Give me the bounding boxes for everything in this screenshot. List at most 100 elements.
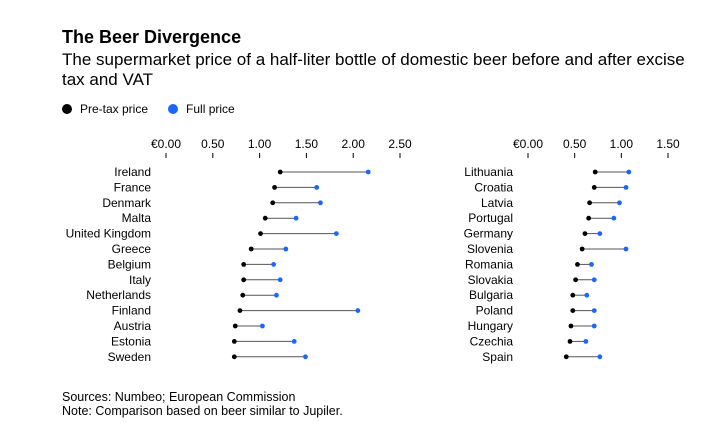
category-label: Poland xyxy=(476,304,513,318)
pre-tax-point xyxy=(232,323,238,329)
pre-tax-point xyxy=(241,277,247,283)
full-price-point xyxy=(333,231,339,237)
category-label: Latvia xyxy=(481,196,513,210)
category-label: Spain xyxy=(482,350,513,364)
tick-label: 1.00 xyxy=(248,137,272,151)
category-label: Sweden xyxy=(108,350,151,364)
category-label: Netherlands xyxy=(86,288,151,302)
tick-label: 2.00 xyxy=(342,137,366,151)
pre-tax-point xyxy=(231,339,237,344)
pre-tax-point xyxy=(262,215,268,221)
footer-sources: Sources: Numbeo; European Commission xyxy=(62,390,296,404)
category-label: Austria xyxy=(114,319,152,333)
legend-dot-pre-tax xyxy=(62,104,72,114)
category-label: Hungary xyxy=(468,319,513,333)
pre-tax-point xyxy=(270,200,276,206)
tick-label: €0.00 xyxy=(151,137,181,151)
pre-tax-point xyxy=(240,292,246,298)
category-label: Portugal xyxy=(468,211,513,225)
chart-subtitle: The supermarket price of a half-liter bo… xyxy=(62,50,685,89)
legend-item-full: Full price xyxy=(168,102,235,116)
category-label: Bulgaria xyxy=(469,288,513,302)
tick-label: 0.50 xyxy=(563,137,587,151)
full-price-point xyxy=(591,308,597,313)
pre-tax-point xyxy=(582,231,588,237)
category-label: Lithuania xyxy=(464,165,513,179)
pre-tax-point xyxy=(586,215,592,221)
category-label: Slovakia xyxy=(468,273,514,287)
pre-tax-point xyxy=(563,354,569,360)
full-price-point xyxy=(283,246,289,252)
pre-tax-point xyxy=(579,246,585,252)
tick-label: 1.50 xyxy=(656,137,680,151)
full-price-point xyxy=(626,169,632,175)
category-label: Malta xyxy=(122,211,152,225)
full-price-point xyxy=(589,262,594,267)
full-price-point xyxy=(277,277,283,283)
tick-label: 1.00 xyxy=(610,137,634,151)
full-price-point xyxy=(617,200,622,206)
footer: Sources: Numbeo; European Commission Not… xyxy=(62,390,343,418)
pre-tax-point xyxy=(567,339,573,344)
pre-tax-point xyxy=(592,169,598,175)
pre-tax-point xyxy=(568,323,574,329)
category-label: Slovenia xyxy=(467,242,513,256)
tick-label: 1.50 xyxy=(295,137,319,151)
pre-tax-point xyxy=(237,308,243,313)
tick-label: 2.50 xyxy=(388,137,412,151)
full-price-point xyxy=(591,277,597,283)
chart-title: The Beer Divergence xyxy=(62,27,242,47)
category-label: Finland xyxy=(112,304,151,318)
full-price-point xyxy=(271,262,277,267)
pre-tax-point xyxy=(277,169,283,175)
pre-tax-point xyxy=(591,185,597,190)
full-price-point xyxy=(583,339,589,344)
pre-tax-point xyxy=(248,246,254,252)
full-price-point xyxy=(611,215,617,221)
full-price-point xyxy=(314,185,320,190)
pre-tax-point xyxy=(587,200,592,206)
category-label: Romania xyxy=(465,257,513,271)
full-price-point xyxy=(274,292,279,298)
pre-tax-point xyxy=(573,277,578,283)
full-price-point xyxy=(291,339,297,344)
full-price-point xyxy=(623,246,629,252)
pre-tax-point xyxy=(231,354,237,360)
tick-label: 0.50 xyxy=(201,137,225,151)
full-price-point xyxy=(355,308,361,313)
full-price-point xyxy=(318,200,323,206)
pre-tax-point xyxy=(570,292,576,298)
full-price-point xyxy=(597,354,603,360)
legend-label-full: Full price xyxy=(186,102,235,116)
category-label: Estonia xyxy=(111,334,151,348)
category-label: Ireland xyxy=(114,165,151,179)
full-price-point xyxy=(591,323,597,329)
category-label: Denmark xyxy=(102,196,152,210)
legend-item-pre-tax: Pre-tax price xyxy=(62,102,148,116)
legend-label-pre-tax: Pre-tax price xyxy=(80,102,149,116)
footer-note: Note: Comparison based on beer similar t… xyxy=(62,404,343,418)
full-price-point xyxy=(597,231,603,237)
legend-dot-full xyxy=(168,104,179,114)
pre-tax-point xyxy=(241,262,247,267)
legend: Pre-tax price Full price xyxy=(62,102,255,116)
pre-tax-point xyxy=(570,308,576,313)
full-price-point xyxy=(260,323,265,329)
full-price-point xyxy=(365,169,371,175)
pre-tax-point xyxy=(258,231,263,237)
full-price-point xyxy=(584,292,590,298)
category-label: Italy xyxy=(129,273,151,287)
pre-tax-point xyxy=(272,185,277,190)
category-label: Belgium xyxy=(108,257,151,271)
category-label: Croatia xyxy=(474,180,513,194)
full-price-point xyxy=(293,215,299,221)
category-label: Czechia xyxy=(470,334,514,348)
pre-tax-point xyxy=(575,262,580,267)
category-label: Germany xyxy=(464,227,513,241)
full-price-point xyxy=(623,185,629,190)
full-price-point xyxy=(303,354,308,360)
category-label: United Kingdom xyxy=(66,227,151,241)
category-label: Greece xyxy=(112,242,152,256)
tick-label: €0.00 xyxy=(513,137,543,151)
